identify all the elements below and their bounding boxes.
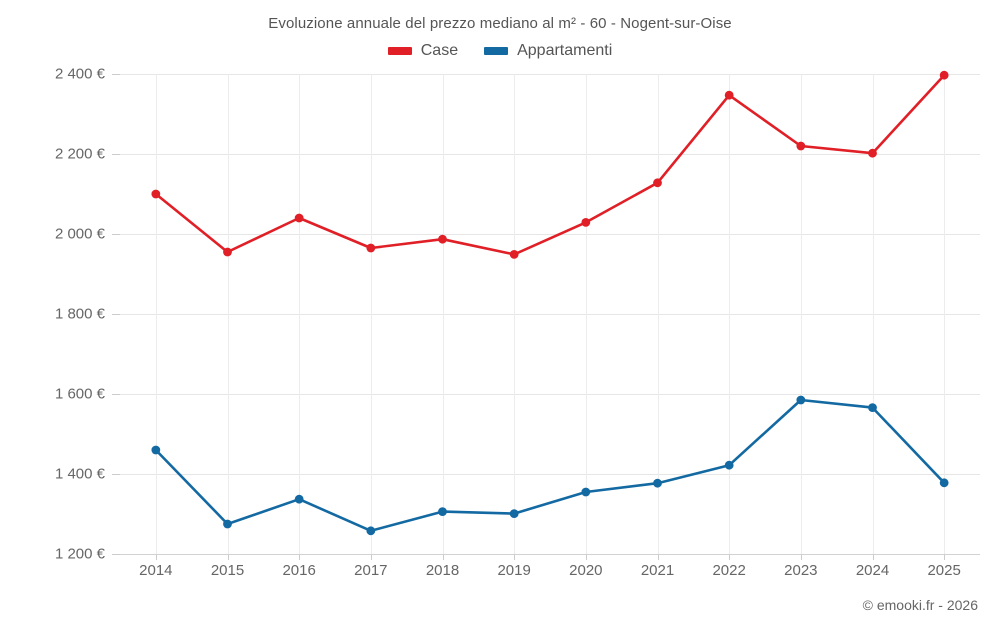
- x-axis-tick-mark: [370, 554, 372, 560]
- y-axis-tick-label: 2 400 €: [54, 65, 105, 83]
- gridline-vertical: [729, 74, 731, 554]
- x-axis-tick-label: 2025: [927, 562, 961, 579]
- x-axis-tick-mark: [872, 554, 874, 560]
- legend-label: Case: [420, 42, 459, 59]
- x-axis-tick-mark: [729, 554, 731, 560]
- x-axis-tick-mark: [514, 554, 516, 560]
- x-axis-tick-label: 2017: [354, 562, 388, 579]
- y-axis-tick-label: 1 400 €: [54, 465, 105, 483]
- footer-credit: © emooki.fr - 2026: [862, 597, 978, 613]
- gridline-vertical: [585, 74, 587, 554]
- y-axis-tick-mark: [112, 314, 120, 315]
- x-axis-tick-label: 2024: [855, 562, 890, 579]
- gridline-vertical: [155, 74, 157, 554]
- gridline-horizontal: [120, 74, 980, 75]
- x-axis-tick-mark: [442, 554, 444, 560]
- x-axis-tick-mark: [944, 554, 946, 560]
- y-axis-tick-mark: [112, 154, 120, 155]
- x-axis-line: [120, 554, 980, 555]
- y-axis-tick-label: 1 600 €: [54, 385, 105, 403]
- x-axis-tick-mark: [227, 554, 229, 560]
- y-axis-tick-mark: [112, 234, 120, 235]
- x-axis-tick-label: 2022: [712, 562, 746, 579]
- gridline-vertical: [442, 74, 444, 554]
- x-axis-tick-label: 2019: [497, 562, 531, 579]
- x-axis-tick-label: 2021: [640, 562, 675, 579]
- plot-area: [120, 74, 980, 555]
- gridline-vertical: [514, 74, 516, 554]
- x-axis-tick-mark: [657, 554, 659, 560]
- gridline-horizontal: [120, 314, 980, 315]
- gridline-vertical: [299, 74, 301, 554]
- gridline-horizontal: [120, 474, 980, 475]
- legend-item-1[interactable]: Case: [387, 42, 459, 60]
- y-axis-tick-mark: [112, 74, 120, 75]
- y-axis-tick-mark: [112, 554, 120, 555]
- y-axis-tick-mark: [112, 474, 120, 475]
- y-axis-tick-label: 2 200 €: [54, 145, 105, 163]
- gridline-vertical: [800, 74, 802, 554]
- x-axis-tick-mark: [299, 554, 301, 560]
- y-axis-tick-mark: [112, 394, 120, 395]
- gridline-vertical: [370, 74, 372, 554]
- x-axis-tick-label: 2023: [784, 562, 818, 579]
- gridline-vertical: [657, 74, 659, 554]
- y-axis-tick-label: 1 200 €: [54, 545, 105, 563]
- legend-swatch-icon: [387, 47, 412, 55]
- x-axis-tick-label: 2016: [282, 562, 316, 579]
- x-axis-tick-label: 2015: [210, 562, 245, 579]
- x-axis-tick-label: 2018: [425, 562, 460, 579]
- legend-swatch-icon: [484, 47, 509, 55]
- legend-item-2[interactable]: Appartamenti: [484, 42, 612, 60]
- gridline-vertical: [944, 74, 946, 554]
- y-axis-tick-label: 2 000 €: [54, 225, 105, 243]
- gridline-vertical: [872, 74, 874, 554]
- x-axis-tick-mark: [155, 554, 157, 560]
- gridline-horizontal: [120, 234, 980, 235]
- y-axis-tick-label: 1 800 €: [54, 305, 105, 323]
- chart-legend: Case Appartamenti: [0, 42, 1000, 60]
- x-axis-tick-label: 2020: [569, 562, 603, 579]
- chart-title: Evoluzione annuale del prezzo mediano al…: [268, 15, 732, 32]
- x-axis-tick-label: 2014: [139, 562, 173, 579]
- x-axis-tick-mark: [800, 554, 802, 560]
- x-axis-tick-mark: [585, 554, 587, 560]
- gridline-horizontal: [120, 394, 980, 395]
- legend-label: Appartamenti: [517, 42, 613, 59]
- gridline-horizontal: [120, 154, 980, 155]
- gridline-vertical: [227, 74, 229, 554]
